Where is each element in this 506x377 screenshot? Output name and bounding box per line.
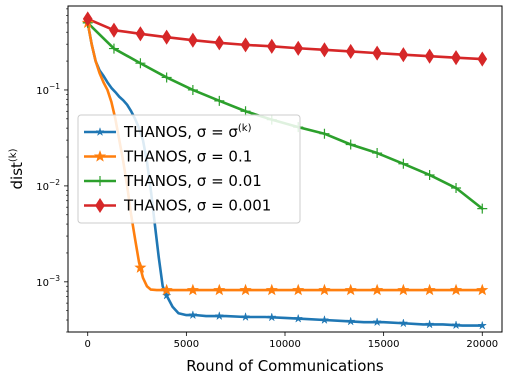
data-point-marker xyxy=(345,316,356,326)
data-point-marker xyxy=(240,311,251,322)
data-point-marker xyxy=(424,48,435,64)
x-tick-label: 10000 xyxy=(269,339,301,350)
y-axis-ticks: 10−3 10−2 10−1 xyxy=(36,8,68,333)
data-point-marker xyxy=(319,314,330,325)
data-point-marker xyxy=(476,283,489,296)
data-point-marker xyxy=(477,203,488,214)
legend-entry-label: THANOS, σ = 0.1 xyxy=(123,148,252,166)
legend-marker xyxy=(95,197,105,214)
data-point-marker xyxy=(266,312,277,322)
data-point-marker xyxy=(345,43,356,59)
data-point-marker xyxy=(82,11,93,27)
data-point-marker xyxy=(477,51,488,67)
data-point-marker xyxy=(293,40,304,56)
y-axis-label: dist(k) xyxy=(8,148,26,189)
data-point-marker xyxy=(188,32,198,48)
data-point-marker xyxy=(293,313,304,323)
data-point-marker xyxy=(135,58,146,69)
x-tick-label: 20000 xyxy=(466,339,498,350)
data-point-marker xyxy=(319,128,330,139)
data-point-marker xyxy=(398,318,409,328)
data-point-marker xyxy=(344,283,357,296)
data-point-marker xyxy=(451,50,461,66)
data-point-marker xyxy=(186,283,199,296)
data-point-marker xyxy=(398,47,409,63)
data-point-marker xyxy=(161,29,172,45)
data-point-marker xyxy=(477,320,488,330)
data-point-marker xyxy=(214,35,225,51)
data-point-marker xyxy=(424,169,435,180)
y-axis-label-base: dist xyxy=(8,162,26,190)
data-point-marker xyxy=(318,283,331,296)
legend: THANOS, σ = σ(k) THANOS, σ = 0.1 THANOS, σ… xyxy=(77,114,301,224)
data-point-marker xyxy=(345,139,356,150)
legend-marker xyxy=(95,126,105,137)
legend-entry-label: THANOS, σ = 0.001 xyxy=(123,197,271,215)
data-point-marker xyxy=(213,283,226,296)
data-point-marker xyxy=(319,42,330,58)
data-point-marker xyxy=(188,310,198,320)
data-point-marker xyxy=(266,38,277,54)
data-point-marker xyxy=(449,283,463,296)
data-point-marker xyxy=(372,148,383,159)
data-point-marker xyxy=(214,310,225,321)
data-point-marker xyxy=(292,283,305,296)
data-point-marker xyxy=(135,26,146,42)
data-point-marker xyxy=(239,283,252,296)
y-tick-label: 10−2 xyxy=(36,178,60,193)
legend-marker xyxy=(95,176,105,186)
y-tick-label: 10−3 xyxy=(36,274,60,289)
data-point-marker xyxy=(187,84,198,95)
data-point-marker xyxy=(160,283,173,296)
legend-entry-label: THANOS, σ = 0.01 xyxy=(123,172,262,190)
data-point-marker xyxy=(451,183,462,194)
data-point-marker xyxy=(265,283,278,296)
data-point-marker xyxy=(109,22,119,38)
x-tick-label: 15000 xyxy=(368,339,400,350)
x-tick-label: 0 xyxy=(85,339,91,350)
plot-markers xyxy=(81,11,489,330)
legend-marker xyxy=(93,150,107,162)
data-point-marker xyxy=(398,158,409,169)
data-point-marker xyxy=(423,283,436,296)
x-axis-label: Round of Communications xyxy=(186,357,384,375)
data-point-marker xyxy=(397,283,410,296)
series-line-3 xyxy=(86,17,484,61)
y-tick-label: 10−1 xyxy=(36,82,60,97)
data-point-marker xyxy=(372,45,382,61)
data-point-marker xyxy=(371,283,384,296)
x-tick-label: 5000 xyxy=(174,339,199,350)
legend-entry-label: THANOS, σ = σ(k) xyxy=(123,123,252,141)
data-point-marker xyxy=(240,37,251,53)
x-axis-ticks: 0 5000 10000 15000 20000 xyxy=(85,332,498,350)
data-point-marker xyxy=(108,43,119,54)
data-point-marker xyxy=(451,320,461,330)
data-point-marker xyxy=(424,319,435,329)
legend-box xyxy=(77,114,301,224)
data-point-marker xyxy=(372,317,382,327)
data-point-marker xyxy=(134,261,147,273)
data-point-marker xyxy=(214,95,225,106)
data-point-marker xyxy=(161,72,172,83)
y-axis-label-superscript: (k) xyxy=(8,148,19,162)
